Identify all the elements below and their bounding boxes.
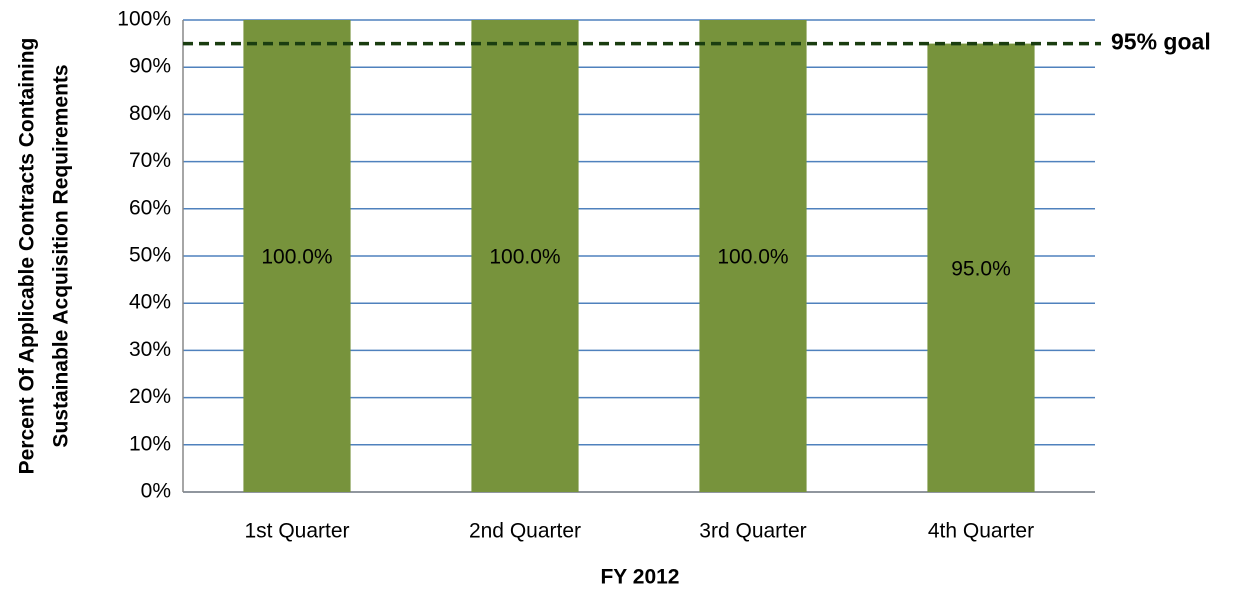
y-tick-label: 40% bbox=[129, 291, 171, 314]
y-tick-label: 60% bbox=[129, 196, 171, 219]
bar bbox=[699, 20, 807, 492]
y-tick-label: 30% bbox=[129, 338, 171, 361]
bar bbox=[471, 20, 579, 492]
data-label: 95.0% bbox=[951, 257, 1011, 280]
y-tick-label: 100% bbox=[117, 8, 171, 31]
data-label: 100.0% bbox=[261, 246, 332, 269]
y-tick-label: 80% bbox=[129, 102, 171, 125]
x-tick-label: 4th Quarter bbox=[928, 520, 1034, 543]
y-axis-label: Percent Of Applicable Contracts Containi… bbox=[16, 38, 73, 475]
data-label: 100.0% bbox=[717, 246, 788, 269]
y-axis-label-line: Percent Of Applicable Contracts Containi… bbox=[16, 38, 39, 475]
x-axis-label: FY 2012 bbox=[600, 566, 679, 589]
y-tick-label: 20% bbox=[129, 385, 171, 408]
y-tick-label: 50% bbox=[129, 244, 171, 267]
x-tick-label: 2nd Quarter bbox=[469, 520, 581, 543]
bar bbox=[927, 43, 1035, 492]
y-tick-label: 10% bbox=[129, 432, 171, 455]
bar bbox=[243, 20, 351, 492]
x-tick-label: 1st Quarter bbox=[244, 520, 349, 543]
goal-label: 95% goal bbox=[1111, 29, 1211, 55]
y-tick-label: 70% bbox=[129, 149, 171, 172]
data-label: 100.0% bbox=[489, 246, 560, 269]
y-tick-label: 0% bbox=[141, 480, 171, 503]
x-tick-label: 3rd Quarter bbox=[699, 520, 806, 543]
y-tick-label: 90% bbox=[129, 55, 171, 78]
y-axis-label-line: Sustainable Acquisition Requirements bbox=[50, 64, 73, 447]
